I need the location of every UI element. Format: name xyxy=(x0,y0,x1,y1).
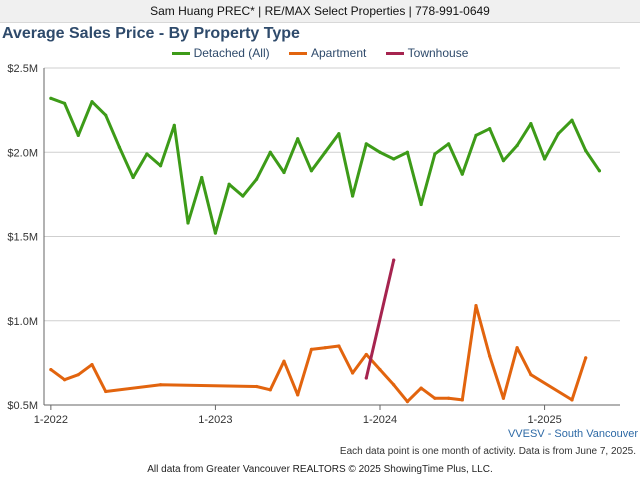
agent-header: Sam Huang PREC* | RE/MAX Select Properti… xyxy=(0,0,640,23)
detached-series-point xyxy=(104,113,108,117)
data-note: Each data point is one month of activity… xyxy=(339,446,636,457)
detached-series-point xyxy=(556,132,560,136)
apartment-series-point xyxy=(62,378,67,382)
apartment-series-point xyxy=(158,383,163,387)
legend-label-townhouse: Townhouse xyxy=(407,46,469,60)
apartment-series-point xyxy=(337,344,341,348)
apartment-series-point xyxy=(76,373,80,377)
apartment-series-point xyxy=(488,354,492,358)
chart-title: Average Sales Price - By Property Type xyxy=(2,25,300,42)
legend-swatch-detached xyxy=(171,52,190,56)
legend-label-detached: Detached (All) xyxy=(193,46,270,60)
detached-series-point xyxy=(309,169,314,173)
detached-series-point xyxy=(49,96,53,100)
legend-swatch-apartment xyxy=(288,52,307,56)
apartment-series-point xyxy=(378,368,382,372)
apartment-series-point xyxy=(529,373,533,377)
detached-series-point xyxy=(186,221,190,225)
detached-series-point xyxy=(213,231,218,235)
x-tick-label: 1-2025 xyxy=(527,414,561,426)
apartment-series-point xyxy=(282,359,286,363)
apartment-series-point xyxy=(323,346,327,350)
apartment-series-point xyxy=(392,383,396,387)
detached-series-point xyxy=(446,142,451,146)
apartment-series-point xyxy=(460,398,464,402)
x-tick-label: 1-2023 xyxy=(198,414,232,426)
y-tick-label: $2.0M xyxy=(7,147,38,159)
detached-series-point xyxy=(227,182,231,186)
detached-series-point xyxy=(474,133,478,137)
apartment-series-point xyxy=(296,393,300,397)
x-tick-label: 1-2022 xyxy=(34,414,68,426)
detached-series-point xyxy=(433,152,437,156)
detached-series-point xyxy=(529,122,533,126)
y-tick-label: $2.5M xyxy=(7,63,38,75)
region-label: VVESV - South Vancouver xyxy=(507,428,638,440)
apartment-series-point xyxy=(405,400,410,404)
apartment-series-point xyxy=(570,398,574,402)
apartment-series-point xyxy=(350,371,355,375)
detached-series-point xyxy=(419,202,423,207)
chart-legend: Detached (All) Apartment Townhouse xyxy=(0,46,640,60)
detached-series-point xyxy=(62,101,67,105)
detached-series-point xyxy=(145,152,149,156)
detached-series-point xyxy=(392,157,396,161)
y-tick-label: $1.5M xyxy=(7,232,38,244)
detached-series-point xyxy=(76,133,80,137)
detached-series-point xyxy=(584,148,588,153)
townhouse-series-point xyxy=(364,376,368,380)
townhouse-series-point xyxy=(392,258,396,262)
legend-item-apartment[interactable]: Apartment xyxy=(288,46,367,60)
y-tick-label: $0.5M xyxy=(7,400,38,412)
legend-item-townhouse[interactable]: Townhouse xyxy=(385,46,469,60)
apartment-series-point xyxy=(49,368,53,372)
detached-series-point xyxy=(350,194,355,198)
legend-label-apartment: Apartment xyxy=(310,46,367,60)
detached-series-point xyxy=(172,123,176,127)
detached-series-point xyxy=(378,150,382,154)
apartment-series-point xyxy=(515,346,519,350)
detached-series-point xyxy=(364,142,368,146)
legend-item-detached[interactable]: Detached (All) xyxy=(171,46,270,60)
detached-series-point xyxy=(542,157,547,161)
detached-series-point xyxy=(282,170,286,175)
apartment-series-point xyxy=(268,388,272,392)
apartment-series-point xyxy=(419,386,423,390)
detached-series-point xyxy=(323,150,327,154)
detached-series-point xyxy=(241,194,245,198)
detached-series-point xyxy=(296,137,300,141)
legend-swatch-townhouse xyxy=(385,52,404,56)
apartment-series-point xyxy=(90,362,94,367)
detached-series-point xyxy=(460,172,464,176)
detached-series-point xyxy=(200,175,204,180)
detached-series-point xyxy=(268,150,272,154)
detached-series-point xyxy=(570,118,574,122)
detached-series-point xyxy=(515,143,519,148)
detached-series-point xyxy=(597,169,602,173)
apartment-series-point xyxy=(433,396,437,400)
apartment-series-point xyxy=(364,352,368,357)
detached-series-point xyxy=(405,150,410,154)
source-footer: All data from Greater Vancouver REALTORS… xyxy=(147,464,493,475)
detached-series-point xyxy=(501,159,506,163)
y-tick-label: $1.0M xyxy=(7,316,38,328)
detached-series-point xyxy=(117,145,122,149)
apartment-series-point xyxy=(474,303,478,308)
x-tick-label: 1-2024 xyxy=(363,414,397,426)
townhouse-series-line xyxy=(364,258,396,380)
detached-series-point xyxy=(254,177,259,181)
detached-series-point xyxy=(90,100,94,104)
apartment-series-point xyxy=(254,384,259,389)
detached-series-point xyxy=(488,127,492,131)
detached-series-point xyxy=(131,175,135,180)
apartment-series-point xyxy=(446,396,451,400)
detached-series-point xyxy=(337,132,341,136)
apartment-series-point xyxy=(501,396,506,400)
apartment-series-point xyxy=(309,347,314,351)
apartment-series-point xyxy=(104,389,108,394)
apartment-series-point xyxy=(584,356,588,360)
detached-series-point xyxy=(158,164,163,168)
